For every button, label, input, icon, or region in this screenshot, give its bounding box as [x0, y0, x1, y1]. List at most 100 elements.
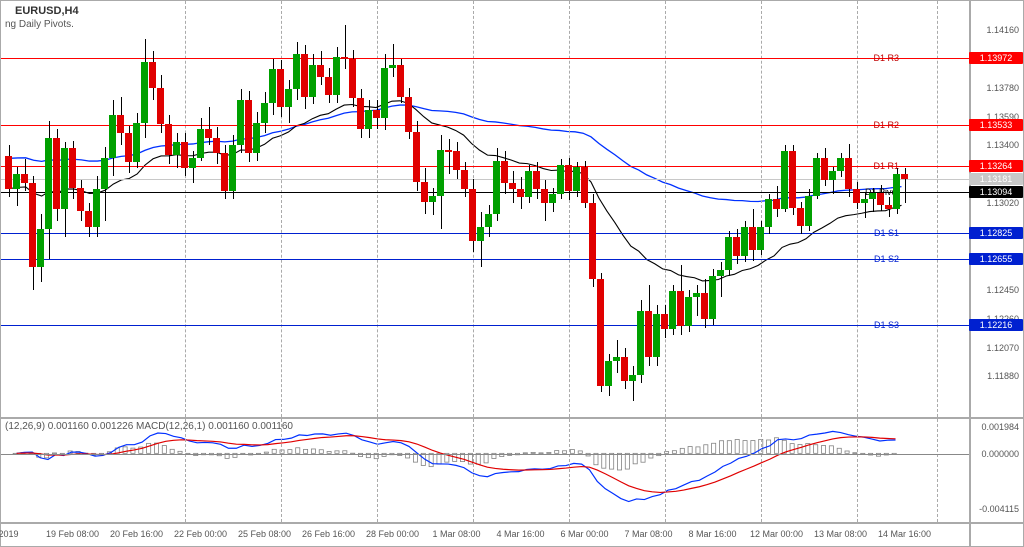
candle-body [381, 68, 388, 118]
candle-body [725, 237, 732, 270]
session-separator [377, 1, 378, 417]
candle-body [733, 237, 740, 257]
candle-body [149, 62, 156, 88]
candle-body [69, 148, 76, 188]
candle-body [397, 65, 404, 97]
candle-body [117, 115, 124, 133]
candle-body [429, 196, 436, 202]
candle-wick [633, 366, 634, 401]
pivot-label: D1 R3 [873, 53, 899, 63]
pivot-line [1, 192, 969, 193]
candle-body [349, 59, 356, 99]
candle-body [157, 88, 164, 124]
candle-body [189, 158, 196, 169]
candle-body [765, 199, 772, 228]
candle-body [717, 270, 724, 276]
candle-body [53, 138, 60, 209]
candle-body [133, 123, 140, 163]
candle-body [453, 151, 460, 169]
candle-body [21, 174, 28, 183]
session-separator [937, 419, 938, 522]
y-tick: 1.12070 [986, 343, 1019, 353]
candle-body [701, 293, 708, 319]
candle-wick [721, 262, 722, 297]
candle-body [237, 100, 244, 146]
candle-body [277, 69, 284, 107]
candle-body [573, 167, 580, 191]
candle-body [85, 211, 92, 228]
candle-body [509, 183, 516, 189]
session-separator [937, 1, 938, 417]
candle-body [541, 189, 548, 203]
candle-body [693, 293, 700, 298]
y-axis-macd: 0.0019840.000000-0.004115 [970, 418, 1024, 523]
price-level-badge: 1.13533 [969, 119, 1023, 131]
candle-body [165, 124, 172, 154]
candle-body [269, 69, 276, 102]
candle-body [653, 314, 660, 357]
candle-body [517, 189, 524, 197]
candle-body [837, 158, 844, 172]
candle-body [141, 62, 148, 123]
candle-body [413, 132, 420, 182]
candle-body [901, 174, 908, 178]
candle-body [261, 103, 268, 123]
session-separator [761, 419, 762, 522]
session-separator [665, 419, 666, 522]
y-tick: 0.001984 [981, 422, 1019, 432]
y-tick: 1.13780 [986, 83, 1019, 93]
candle-body [389, 65, 396, 68]
candle-body [421, 182, 428, 202]
candle-body [525, 171, 532, 197]
pivot-line [1, 325, 969, 326]
x-tick: 20 Feb 16:00 [110, 529, 163, 539]
price-level-badge: 1.13181 [969, 173, 1023, 185]
session-separator [569, 419, 570, 522]
candle-body [829, 171, 836, 180]
candle-body [461, 170, 468, 190]
candle-body [301, 54, 308, 97]
x-tick: 25 Feb 08:00 [238, 529, 291, 539]
candle-body [861, 199, 868, 204]
price-panel[interactable]: EURUSD,H4 ng Daily Pivots. D1 R3D1 R2D1 … [0, 0, 970, 418]
pivot-label: D1 S3 [874, 320, 899, 330]
candle-body [493, 161, 500, 214]
x-tick: 7 Mar 08:00 [624, 529, 672, 539]
candle-body [285, 89, 292, 107]
candle-body [229, 145, 236, 191]
y-tick: 1.12450 [986, 285, 1019, 295]
candle-body [341, 57, 348, 59]
x-tick: 8 Mar 16:00 [688, 529, 736, 539]
candle-wick [865, 193, 866, 219]
session-separator [377, 419, 378, 522]
candle-body [685, 297, 692, 326]
y-tick: 0.000000 [981, 449, 1019, 459]
symbol-title: EURUSD,H4 [15, 5, 79, 17]
candle-body [805, 196, 812, 226]
candle-body [709, 276, 716, 319]
candle-body [845, 158, 852, 190]
price-level-badge: 1.13094 [969, 186, 1023, 198]
x-tick: 12 Mar 00:00 [750, 529, 803, 539]
candle-body [29, 183, 36, 267]
x-tick: 1 Mar 08:00 [432, 529, 480, 539]
macd-title: (12,26,9) 0.001160 0.001226 MACD(12,26,1… [5, 421, 293, 432]
candle-body [557, 165, 564, 194]
candle-body [797, 208, 804, 226]
candle-body [893, 174, 900, 209]
y-axis-price: 1.141601.137801.135901.134001.130201.124… [970, 0, 1024, 418]
session-separator [281, 419, 282, 522]
pivot-line [1, 125, 969, 126]
candle-body [445, 150, 452, 152]
candle-wick [449, 139, 450, 174]
x-tick: 14 Mar 16:00 [878, 529, 931, 539]
macd-panel[interactable]: (12,26,9) 0.001160 0.001226 MACD(12,26,1… [0, 418, 970, 523]
candle-body [181, 142, 188, 168]
candle-body [109, 115, 116, 158]
macd-zero-line [1, 454, 969, 455]
candle-body [749, 227, 756, 250]
candle-body [317, 65, 324, 77]
axis-corner [970, 523, 1024, 547]
price-level-badge: 1.12216 [969, 319, 1023, 331]
candle-body [437, 150, 444, 196]
